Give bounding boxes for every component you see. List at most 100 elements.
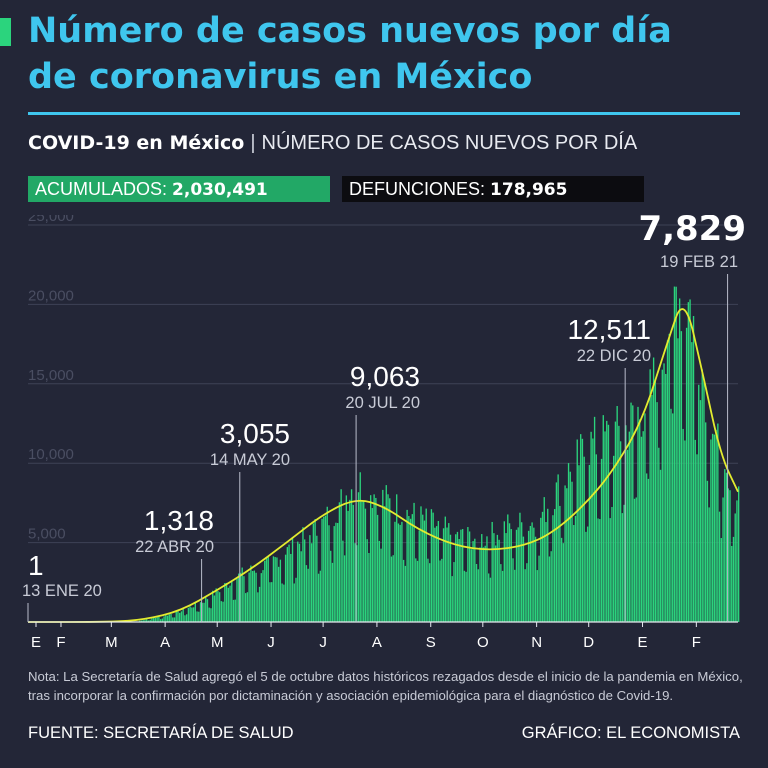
bar [198, 611, 200, 622]
bar [564, 485, 566, 622]
bar [161, 618, 164, 622]
bar [698, 384, 700, 622]
y-tick-label: 25,000 [28, 215, 74, 225]
bar [547, 508, 549, 622]
bar [590, 431, 592, 622]
bar [427, 558, 429, 622]
title-line-1: Número de casos nuevos por día [28, 11, 672, 51]
bar [262, 570, 264, 622]
bar [508, 523, 511, 622]
bar [727, 488, 729, 622]
bar [267, 555, 269, 622]
bar [293, 583, 295, 622]
bar [659, 469, 662, 622]
bar [566, 488, 568, 622]
bar [434, 527, 436, 622]
bar [159, 619, 162, 622]
bar [411, 514, 413, 622]
bar [437, 520, 440, 622]
bar [180, 611, 183, 622]
bar [647, 478, 650, 622]
bar [418, 530, 420, 622]
bar [550, 551, 552, 622]
bar [517, 527, 519, 622]
annotation-date: 22 ABR 20 [135, 538, 214, 556]
bar [455, 534, 457, 622]
bar [481, 534, 483, 622]
bar [154, 617, 157, 622]
bar [678, 298, 681, 622]
bar [326, 506, 328, 622]
bar [496, 534, 499, 622]
bar [408, 516, 410, 622]
bar [724, 469, 726, 622]
bar [342, 540, 344, 622]
bar [710, 439, 712, 622]
bar [494, 545, 497, 622]
bar [692, 316, 695, 622]
bar [227, 587, 229, 622]
bar [218, 592, 221, 622]
bar [593, 416, 596, 622]
bar [387, 494, 389, 622]
bar [578, 465, 580, 622]
bar [696, 454, 698, 622]
bar [258, 586, 261, 622]
bar [364, 508, 367, 622]
bar [205, 597, 207, 622]
bar [694, 439, 696, 622]
x-tick-label: D [583, 634, 594, 651]
bar [210, 608, 212, 622]
bar [672, 413, 674, 622]
bar [573, 525, 575, 622]
bar [416, 560, 419, 622]
bar [288, 544, 290, 622]
bar [731, 545, 733, 622]
bar [170, 614, 172, 622]
bar [592, 438, 594, 622]
bar [413, 502, 415, 622]
bar [646, 473, 648, 622]
bar [576, 439, 578, 622]
bar [644, 413, 646, 622]
bar [713, 434, 716, 622]
bar [317, 573, 320, 622]
x-tick-label: M [211, 634, 224, 651]
bar [382, 489, 384, 622]
bar [718, 511, 721, 622]
bar [378, 540, 381, 622]
bar [463, 570, 466, 622]
bar [633, 498, 636, 622]
bar [140, 620, 143, 622]
bar [734, 513, 736, 622]
bar [361, 501, 363, 622]
bar [680, 331, 683, 622]
bar [656, 402, 658, 622]
bar [670, 408, 672, 622]
bar [220, 601, 223, 622]
bar [385, 485, 387, 622]
bar [548, 556, 551, 622]
bar [300, 551, 302, 622]
bar [251, 571, 254, 622]
bar [166, 615, 169, 622]
bar [533, 527, 535, 622]
bar [626, 449, 629, 622]
bar [682, 428, 684, 622]
bar [472, 541, 474, 622]
subtitle-rest: NÚMERO DE CASOS NUEVOS POR DÍA [261, 132, 638, 154]
bar [415, 558, 417, 622]
bar [274, 557, 276, 622]
bar [314, 519, 316, 622]
bar [453, 562, 455, 622]
bar [493, 533, 495, 622]
bar [625, 425, 627, 622]
bar [491, 521, 493, 622]
bar [257, 592, 259, 622]
bar [312, 523, 315, 622]
bar [616, 406, 618, 622]
bar [515, 529, 518, 622]
bar [618, 425, 620, 622]
bar [477, 569, 479, 622]
